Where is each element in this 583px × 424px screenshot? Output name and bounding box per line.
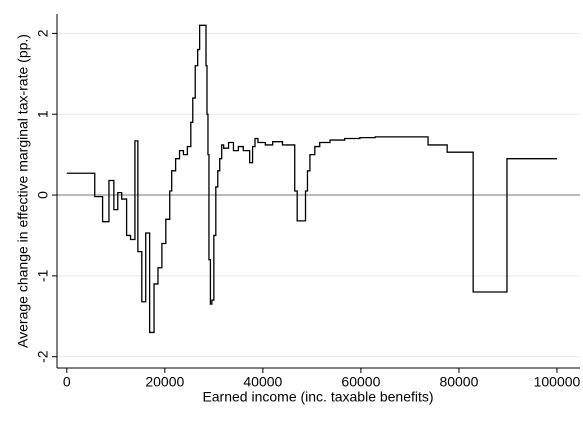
x-tick-label: 60000 — [341, 374, 380, 390]
y-tick-label: -1 — [35, 269, 51, 282]
x-tick-label: 0 — [63, 374, 71, 390]
y-tick-label: 2 — [35, 29, 51, 37]
data-line — [66, 24, 557, 334]
x-tick-label: 40000 — [243, 374, 282, 390]
y-axis-title: Average change in effective marginal tax… — [15, 34, 31, 348]
x-tick-label: 80000 — [439, 374, 478, 390]
x-tick-label: 100000 — [534, 374, 581, 390]
y-tick-label: 1 — [35, 110, 51, 118]
y-tick-label: 0 — [35, 191, 51, 199]
x-tick-label: 20000 — [145, 374, 184, 390]
x-axis-title: Earned income (inc. taxable benefits) — [202, 389, 433, 405]
y-tick-label: -2 — [35, 350, 51, 363]
